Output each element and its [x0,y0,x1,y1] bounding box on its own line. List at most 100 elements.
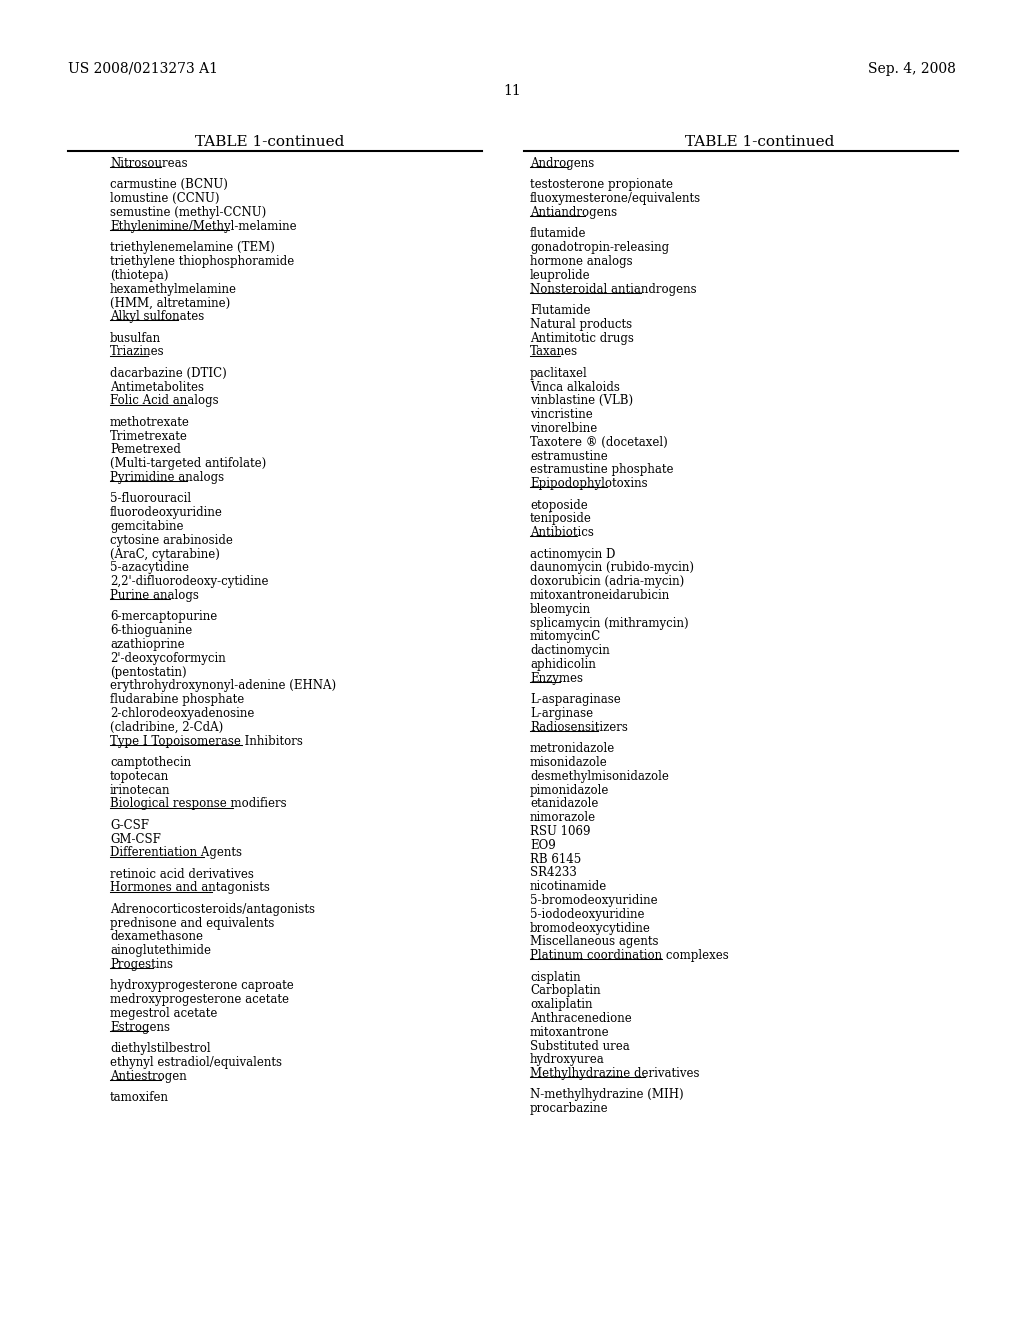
Text: hydroxyurea: hydroxyurea [530,1053,605,1067]
Text: paclitaxel: paclitaxel [530,367,588,380]
Text: Taxanes: Taxanes [530,346,579,358]
Text: busulfan: busulfan [110,331,161,345]
Text: (AraC, cytarabine): (AraC, cytarabine) [110,548,220,561]
Text: hormone analogs: hormone analogs [530,255,633,268]
Text: (HMM, altretamine): (HMM, altretamine) [110,297,230,309]
Text: vincristine: vincristine [530,408,593,421]
Text: Estrogens: Estrogens [110,1020,170,1034]
Text: pimonidazole: pimonidazole [530,784,609,796]
Text: metronidazole: metronidazole [530,742,615,755]
Text: camptothecin: camptothecin [110,756,191,770]
Text: GM-CSF: GM-CSF [110,833,161,846]
Text: Sep. 4, 2008: Sep. 4, 2008 [868,62,956,77]
Text: estramustine phosphate: estramustine phosphate [530,463,674,477]
Text: fluoxymesterone/equivalents: fluoxymesterone/equivalents [530,193,701,205]
Text: Antibiotics: Antibiotics [530,527,594,539]
Text: megestrol acetate: megestrol acetate [110,1007,217,1020]
Text: dexamethasone: dexamethasone [110,931,203,944]
Text: teniposide: teniposide [530,512,592,525]
Text: bleomycin: bleomycin [530,603,591,615]
Text: topotecan: topotecan [110,770,169,783]
Text: Purine analogs: Purine analogs [110,589,199,602]
Text: irinotecan: irinotecan [110,784,171,796]
Text: Antimetabolites: Antimetabolites [110,380,204,393]
Text: cisplatin: cisplatin [530,970,581,983]
Text: ethynyl estradiol/equivalents: ethynyl estradiol/equivalents [110,1056,282,1069]
Text: hexamethylmelamine: hexamethylmelamine [110,282,237,296]
Text: testosterone propionate: testosterone propionate [530,178,673,191]
Text: Anthracenedione: Anthracenedione [530,1012,632,1024]
Text: US 2008/0213273 A1: US 2008/0213273 A1 [68,62,218,77]
Text: 5-fluorouracil: 5-fluorouracil [110,492,191,506]
Text: Flutamide: Flutamide [530,304,591,317]
Text: Type I Topoisomerase Inhibitors: Type I Topoisomerase Inhibitors [110,734,303,747]
Text: diethylstilbestrol: diethylstilbestrol [110,1043,211,1055]
Text: erythrohydroxynonyl-adenine (EHNA): erythrohydroxynonyl-adenine (EHNA) [110,680,336,692]
Text: vinblastine (VLB): vinblastine (VLB) [530,395,633,408]
Text: Carboplatin: Carboplatin [530,985,601,998]
Text: TABLE 1-continued: TABLE 1-continued [196,135,345,149]
Text: medroxyprogesterone acetate: medroxyprogesterone acetate [110,993,289,1006]
Text: lomustine (CCNU): lomustine (CCNU) [110,193,219,205]
Text: hydroxyprogesterone caproate: hydroxyprogesterone caproate [110,979,294,993]
Text: SR4233: SR4233 [530,866,577,879]
Text: doxorubicin (adria-mycin): doxorubicin (adria-mycin) [530,576,684,589]
Text: Pyrimidine analogs: Pyrimidine analogs [110,471,224,484]
Text: (cladribine, 2-CdA): (cladribine, 2-CdA) [110,721,223,734]
Text: etanidazole: etanidazole [530,797,598,810]
Text: cytosine arabinoside: cytosine arabinoside [110,533,232,546]
Text: nicotinamide: nicotinamide [530,880,607,894]
Text: L-asparaginase: L-asparaginase [530,693,621,706]
Text: Nitrosoureas: Nitrosoureas [110,157,187,170]
Text: Antiestrogen: Antiestrogen [110,1071,186,1082]
Text: mitoxantrone: mitoxantrone [530,1026,609,1039]
Text: Alkyl sulfonates: Alkyl sulfonates [110,310,204,323]
Text: Methylhydrazine derivatives: Methylhydrazine derivatives [530,1067,699,1080]
Text: 5-azacytidine: 5-azacytidine [110,561,189,574]
Text: misonidazole: misonidazole [530,756,608,770]
Text: 11: 11 [503,84,521,98]
Text: (pentostatin): (pentostatin) [110,665,186,678]
Text: (Multi-targeted antifolate): (Multi-targeted antifolate) [110,457,266,470]
Text: Miscellaneous agents: Miscellaneous agents [530,936,658,948]
Text: dactinomycin: dactinomycin [530,644,609,657]
Text: 6-mercaptopurine: 6-mercaptopurine [110,610,217,623]
Text: leuprolide: leuprolide [530,269,591,281]
Text: vinorelbine: vinorelbine [530,422,597,436]
Text: Androgens: Androgens [530,157,594,170]
Text: flutamide: flutamide [530,227,587,240]
Text: carmustine (BCNU): carmustine (BCNU) [110,178,228,191]
Text: Adrenocorticosteroids/antagonists: Adrenocorticosteroids/antagonists [110,903,315,916]
Text: bromodeoxycytidine: bromodeoxycytidine [530,921,651,935]
Text: triethylene thiophosphoramide: triethylene thiophosphoramide [110,255,294,268]
Text: Nonsteroidal antiandrogens: Nonsteroidal antiandrogens [530,282,696,296]
Text: Natural products: Natural products [530,318,632,331]
Text: Progestins: Progestins [110,958,173,972]
Text: gonadotropin-releasing: gonadotropin-releasing [530,242,669,255]
Text: splicamycin (mithramycin): splicamycin (mithramycin) [530,616,688,630]
Text: RB 6145: RB 6145 [530,853,582,866]
Text: gemcitabine: gemcitabine [110,520,183,533]
Text: mitomycinC: mitomycinC [530,631,601,643]
Text: ainoglutethimide: ainoglutethimide [110,944,211,957]
Text: Antiandrogens: Antiandrogens [530,206,617,219]
Text: actinomycin D: actinomycin D [530,548,615,561]
Text: 5-bromodeoxyuridine: 5-bromodeoxyuridine [530,894,657,907]
Text: prednisone and equivalents: prednisone and equivalents [110,916,274,929]
Text: daunomycin (rubido-mycin): daunomycin (rubido-mycin) [530,561,694,574]
Text: 2'-deoxycoformycin: 2'-deoxycoformycin [110,652,225,665]
Text: fluorodeoxyuridine: fluorodeoxyuridine [110,506,223,519]
Text: triethylenemelamine (TEM): triethylenemelamine (TEM) [110,242,274,255]
Text: 2,2'-difluorodeoxy-cytidine: 2,2'-difluorodeoxy-cytidine [110,576,268,589]
Text: TABLE 1-continued: TABLE 1-continued [685,135,835,149]
Text: 2-chlorodeoxyadenosine: 2-chlorodeoxyadenosine [110,708,254,719]
Text: Hormones and antagonists: Hormones and antagonists [110,882,270,895]
Text: L-arginase: L-arginase [530,708,593,719]
Text: Ethylenimine/Methyl-melamine: Ethylenimine/Methyl-melamine [110,220,297,232]
Text: methotrexate: methotrexate [110,416,189,429]
Text: semustine (methyl-CCNU): semustine (methyl-CCNU) [110,206,266,219]
Text: N-methylhydrazine (MIH): N-methylhydrazine (MIH) [530,1089,684,1101]
Text: Trimetrexate: Trimetrexate [110,429,187,442]
Text: Radiosensitizers: Radiosensitizers [530,721,628,734]
Text: retinoic acid derivatives: retinoic acid derivatives [110,867,254,880]
